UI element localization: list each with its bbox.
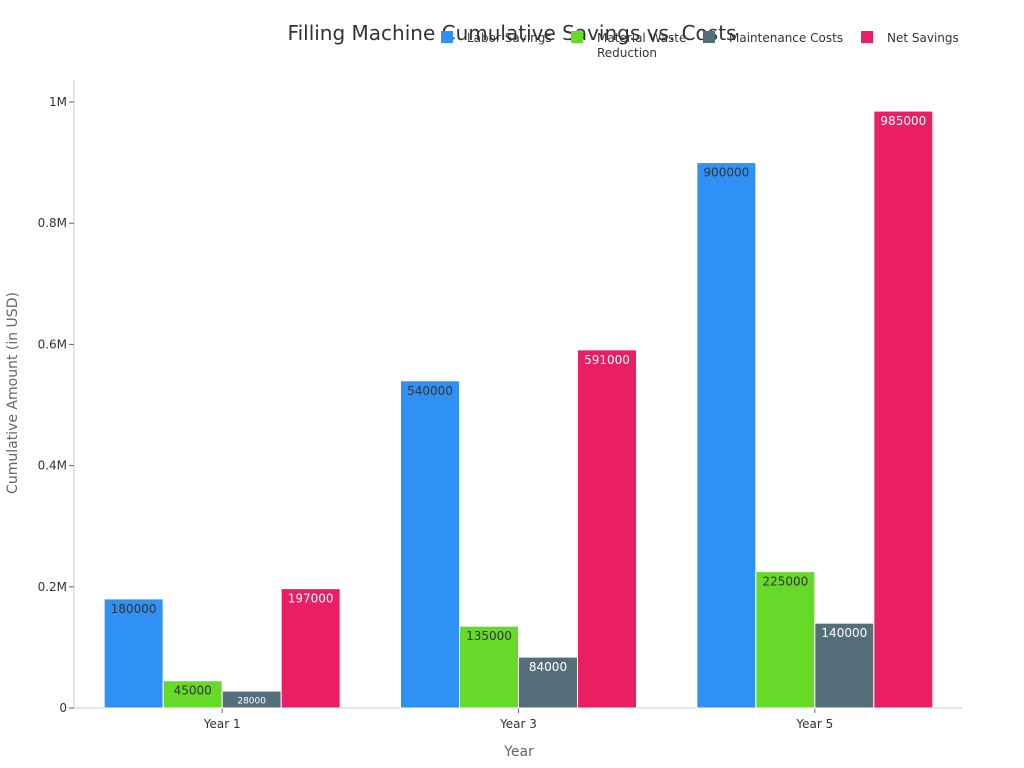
bar-value-label: 140000 bbox=[821, 626, 867, 640]
bar-value-label: 84000 bbox=[529, 660, 567, 674]
bar-value-label: 197000 bbox=[288, 592, 334, 606]
legend-label: Material Waste Reduction bbox=[597, 31, 686, 60]
y-axis-ticks: 0 0.2M 0.4M 0.6M 0.8M 1M bbox=[38, 95, 74, 715]
bar[interactable] bbox=[400, 380, 460, 709]
legend-swatch bbox=[861, 31, 873, 43]
bar[interactable] bbox=[280, 588, 341, 709]
legend-item[interactable]: Material Waste Reduction bbox=[571, 31, 686, 60]
bar-value-label: 900000 bbox=[703, 166, 749, 180]
bars-group bbox=[103, 110, 934, 709]
chart-title: Filling Machine Cumulative Savings vs. C… bbox=[288, 21, 737, 45]
y-tick-label: 0 bbox=[59, 701, 67, 715]
bar[interactable] bbox=[103, 598, 164, 709]
x-axis-title: Year bbox=[503, 744, 534, 760]
bar-value-label: 135000 bbox=[466, 629, 512, 643]
bar[interactable] bbox=[459, 625, 519, 709]
bar-value-label: 180000 bbox=[111, 602, 157, 616]
legend-item[interactable]: Labor Savings bbox=[441, 31, 552, 45]
y-tick-label: 0.6M bbox=[38, 337, 67, 351]
y-tick-label: 1M bbox=[49, 95, 67, 109]
legend-swatch bbox=[703, 31, 715, 43]
bar[interactable] bbox=[577, 349, 637, 709]
bar-labels-group: 180000 45000 28000 197000 540000 135000 84000 5… bbox=[111, 114, 926, 706]
bar[interactable] bbox=[873, 110, 934, 709]
bar[interactable] bbox=[755, 571, 816, 709]
y-axis-title: Cumulative Amount (in USD) bbox=[5, 292, 21, 494]
bar-value-label: 985000 bbox=[880, 114, 926, 128]
legend-item[interactable]: Maintenance Costs bbox=[703, 31, 843, 45]
bar-value-label: 591000 bbox=[584, 353, 630, 367]
x-axis-ticks: Year 1 Year 3 Year 5 bbox=[203, 708, 833, 731]
legend-item[interactable]: Net Savings bbox=[861, 31, 959, 45]
bar-value-label: 540000 bbox=[407, 384, 453, 398]
legend-swatch bbox=[441, 31, 453, 43]
y-tick-label: 0.2M bbox=[38, 580, 67, 594]
legend-swatch bbox=[571, 31, 583, 43]
legend-label: Labor Savings bbox=[467, 31, 552, 45]
bar-value-label: 45000 bbox=[174, 684, 212, 698]
y-tick-label: 0.8M bbox=[38, 216, 67, 230]
bar-value-label: 28000 bbox=[237, 697, 266, 707]
legend[interactable]: Labor Savings Material Waste Reduction Main… bbox=[441, 31, 959, 60]
bar[interactable] bbox=[696, 162, 757, 709]
y-tick-label: 0.4M bbox=[38, 459, 67, 473]
x-tick-label: Year 3 bbox=[499, 717, 537, 731]
legend-label: Maintenance Costs bbox=[729, 31, 843, 45]
legend-label: Net Savings bbox=[887, 31, 959, 45]
x-tick-label: Year 1 bbox=[203, 717, 241, 731]
x-tick-label: Year 5 bbox=[795, 717, 833, 731]
bar-value-label: 225000 bbox=[762, 575, 808, 589]
